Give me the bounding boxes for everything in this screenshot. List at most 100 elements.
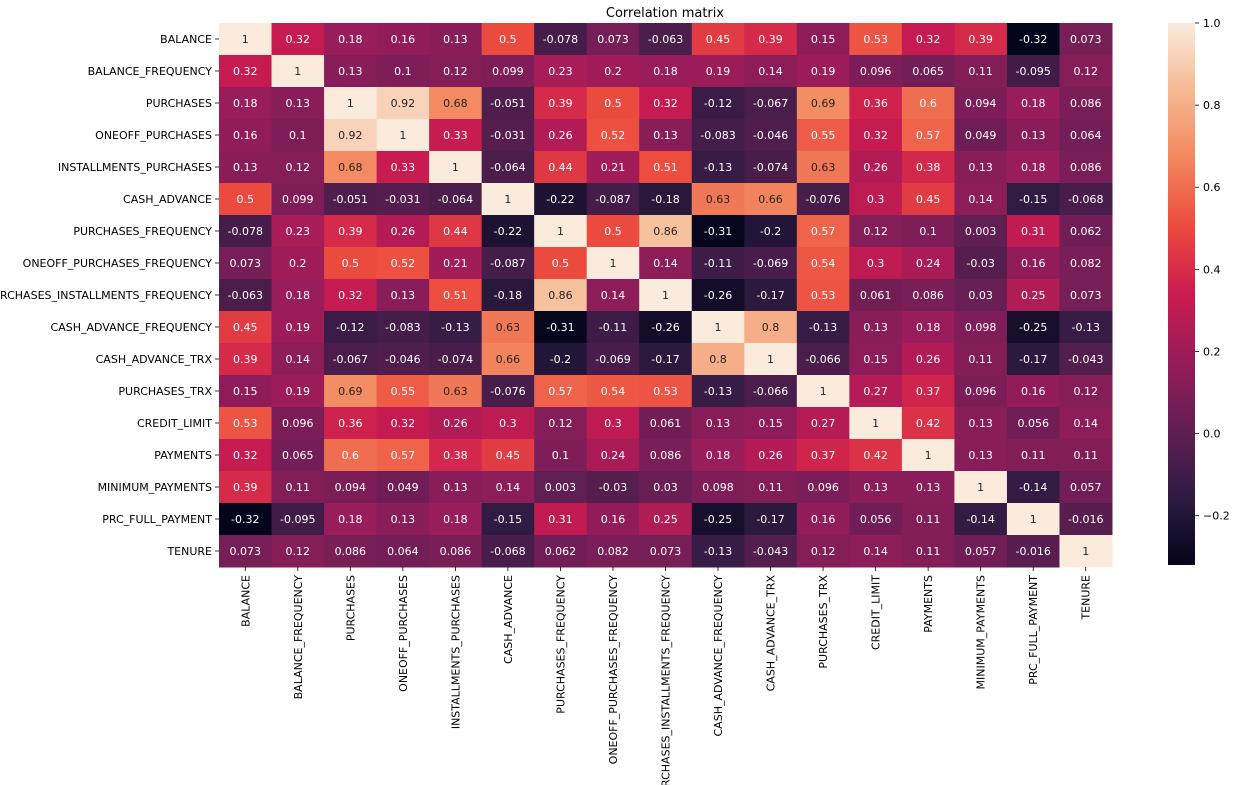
cell-value-label: 0.57 bbox=[811, 225, 836, 238]
heatmap-cell bbox=[586, 23, 640, 56]
cell-value-label: 0.13 bbox=[863, 321, 888, 334]
heatmap-cell bbox=[481, 151, 535, 184]
heatmap-cell bbox=[534, 215, 588, 248]
cell-value-label: 0.55 bbox=[391, 385, 416, 398]
cell-value-label: -0.069 bbox=[595, 353, 630, 366]
cell-value-label: 0.003 bbox=[965, 225, 997, 238]
cell-value-label: 0.065 bbox=[912, 65, 944, 78]
cell-value-label: 0.086 bbox=[912, 289, 944, 302]
heatmap-cell bbox=[219, 183, 273, 216]
y-tick-labels: BALANCE BALANCE_FREQUENCY PURCHASES ONEOFF_… bbox=[0, 33, 219, 558]
heatmap-cell bbox=[534, 183, 588, 216]
x-tick-label: PURCHASES_INSTALLMENTS_FREQUENCY bbox=[660, 575, 673, 785]
cell-value-label: -0.11 bbox=[704, 257, 732, 270]
heatmap-cell bbox=[481, 439, 535, 472]
cell-value-label: 0.39 bbox=[758, 33, 783, 46]
cell-value-label: -0.051 bbox=[490, 97, 525, 110]
cell-value-label: 0.26 bbox=[391, 225, 416, 238]
cell-value-label: 0.44 bbox=[443, 225, 468, 238]
heatmap-cell bbox=[271, 183, 325, 216]
cell-value-label: 0.13 bbox=[706, 417, 731, 430]
cell-value-label: -0.046 bbox=[753, 129, 788, 142]
heatmap-cell bbox=[691, 343, 745, 376]
heatmap-cell bbox=[691, 183, 745, 216]
cell-value-label: -0.068 bbox=[490, 545, 525, 558]
heatmap-cell bbox=[1059, 247, 1113, 280]
heatmap-cell bbox=[324, 471, 378, 504]
heatmap-cell bbox=[324, 375, 378, 408]
heatmap-cell bbox=[586, 183, 640, 216]
cell-value-label: -0.17 bbox=[756, 289, 784, 302]
heatmap-cell bbox=[271, 215, 325, 248]
heatmap-cell bbox=[534, 311, 588, 344]
cell-value-label: 0.14 bbox=[863, 545, 888, 558]
heatmap-cell bbox=[324, 535, 378, 568]
heatmap-cell bbox=[849, 247, 903, 280]
heatmap-cell bbox=[534, 151, 588, 184]
cell-value-label: 1 bbox=[609, 257, 616, 270]
heatmap-cell bbox=[691, 439, 745, 472]
y-tick-label: PURCHASES_FREQUENCY bbox=[73, 225, 212, 238]
cell-value-label: 0.27 bbox=[811, 417, 836, 430]
heatmap-cell bbox=[219, 375, 273, 408]
cell-value-label: 1 bbox=[925, 449, 932, 462]
cell-value-label: 0.57 bbox=[391, 449, 416, 462]
heatmap-cell bbox=[586, 503, 640, 536]
cell-value-label: -0.087 bbox=[595, 193, 630, 206]
cell-value-label: 0.3 bbox=[604, 417, 622, 430]
cell-value-label: -0.15 bbox=[494, 513, 522, 526]
heatmap-cell bbox=[376, 471, 430, 504]
cell-value-label: 0.098 bbox=[965, 321, 997, 334]
heatmap-cell bbox=[639, 151, 693, 184]
heatmap-cell bbox=[744, 503, 798, 536]
heatmap-cell bbox=[1059, 439, 1113, 472]
cell-value-label: 0.26 bbox=[758, 449, 783, 462]
heatmap-cell bbox=[376, 343, 430, 376]
heatmap-cell bbox=[901, 23, 955, 56]
x-tick-label: MINIMUM_PAYMENTS bbox=[975, 575, 988, 689]
heatmap-cell bbox=[954, 471, 1008, 504]
cell-value-label: 0.094 bbox=[335, 481, 367, 494]
cell-value-label: 0.13 bbox=[391, 513, 416, 526]
heatmap-cell bbox=[796, 311, 850, 344]
cell-value-label: 0.26 bbox=[863, 161, 888, 174]
y-tick-label: PURCHASES bbox=[146, 97, 212, 110]
heatmap-cell bbox=[639, 375, 693, 408]
cell-value-label: -0.074 bbox=[438, 353, 473, 366]
cell-value-label: 0.12 bbox=[443, 65, 468, 78]
heatmap-cell bbox=[534, 407, 588, 440]
heatmap-cell bbox=[796, 439, 850, 472]
cell-value-label: 0.099 bbox=[492, 65, 524, 78]
cell-value-label: 0.23 bbox=[548, 65, 573, 78]
cell-value-label: -0.069 bbox=[753, 257, 788, 270]
cell-value-label: 0.24 bbox=[916, 257, 941, 270]
cell-value-label: 0.3 bbox=[499, 417, 517, 430]
y-tick-label: BALANCE_FREQUENCY bbox=[88, 65, 213, 78]
x-tick-label: INSTALLMENTS_PURCHASES bbox=[449, 575, 462, 729]
cell-value-label: 0.19 bbox=[706, 65, 731, 78]
heatmap-cell bbox=[1006, 471, 1060, 504]
heatmap-cell bbox=[639, 535, 693, 568]
cell-value-label: -0.25 bbox=[1019, 321, 1047, 334]
heatmap-cell bbox=[324, 87, 378, 120]
heatmap-cell bbox=[849, 503, 903, 536]
chart-title: Correlation matrix bbox=[606, 6, 725, 21]
heatmap-cell bbox=[1006, 215, 1060, 248]
heatmap-cell bbox=[376, 151, 430, 184]
heatmap-cell bbox=[901, 439, 955, 472]
heatmap-cell bbox=[586, 471, 640, 504]
cell-value-label: -0.03 bbox=[599, 481, 627, 494]
cell-value-label: 0.073 bbox=[1070, 289, 1102, 302]
cell-value-label: 0.32 bbox=[391, 417, 416, 430]
cell-value-label: 0.049 bbox=[387, 481, 419, 494]
cell-value-label: -0.043 bbox=[1068, 353, 1103, 366]
x-tick-label: ONEOFF_PURCHASES_FREQUENCY bbox=[607, 575, 620, 765]
cell-value-label: 0.3 bbox=[867, 257, 885, 270]
cell-value-label: 0.36 bbox=[338, 417, 363, 430]
cell-value-label: 0.86 bbox=[653, 225, 678, 238]
heatmap-cell bbox=[376, 439, 430, 472]
cell-value-label: -0.12 bbox=[336, 321, 364, 334]
heatmap-cell bbox=[744, 343, 798, 376]
cell-value-label: 0.18 bbox=[338, 33, 363, 46]
heatmap-cell bbox=[271, 87, 325, 120]
